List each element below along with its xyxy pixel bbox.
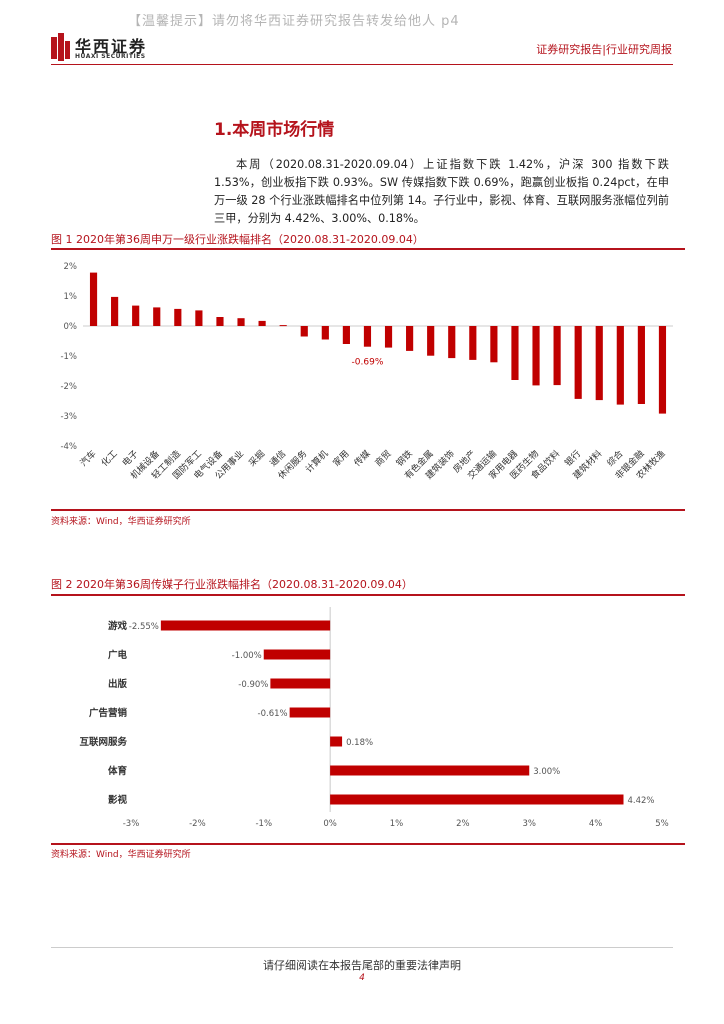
x-tick-label: 2% <box>456 819 470 829</box>
category-label: 影视 <box>108 794 128 806</box>
category-label: 传媒 <box>351 448 372 469</box>
y-tick-label: 0% <box>64 322 78 332</box>
media-subsector-chart: 游戏 -2.55% 广电 -1.00% 出版 -0.90% 广告营销 -0.61% 互联网服务 0… <box>79 607 669 829</box>
data-label: 3.00% <box>533 767 560 777</box>
bar <box>111 296 119 326</box>
footer-divider <box>51 947 673 948</box>
figure2-source: 资料来源：Wind，华西证券研究所 <box>51 850 191 860</box>
header-divider <box>51 64 673 65</box>
bar <box>384 326 393 348</box>
y-tick-label: -3% <box>60 412 77 422</box>
x-tick-label: 0% <box>323 819 337 829</box>
bar <box>532 326 540 386</box>
y-tick-label: -1% <box>60 352 77 362</box>
brand-name-en: HUAXI SECURITIES <box>75 53 146 60</box>
figure2-bottom-rule <box>51 843 685 845</box>
category-label: 游戏 <box>108 620 128 632</box>
y-tick-label: 2% <box>64 262 78 272</box>
y-tick-label: -2% <box>60 382 77 392</box>
figure1-source: 资料来源：Wind，华西证券研究所 <box>51 517 191 527</box>
bar <box>132 305 140 326</box>
bar <box>406 326 414 351</box>
category-label: 化工 <box>99 448 120 469</box>
report-type: 证券研究报告|行业研究周报 <box>536 43 672 56</box>
bar <box>616 326 624 405</box>
bar <box>553 326 561 386</box>
category-label: 家用 <box>330 448 351 469</box>
data-label: -1.00% <box>232 651 262 661</box>
x-tick-label: -2% <box>189 819 206 829</box>
bar <box>153 307 161 326</box>
data-label: -2.55% <box>129 622 159 632</box>
bar <box>427 326 435 356</box>
x-tick-label: -3% <box>123 819 140 829</box>
forward-notice: 【温馨提示】请勿将华西证券研究报告转发给他人 p4 <box>128 14 460 29</box>
bar <box>330 736 343 747</box>
bar <box>258 320 266 326</box>
bar <box>89 272 98 326</box>
huaxi-logo-icon <box>51 33 70 61</box>
bar <box>363 326 372 347</box>
bar <box>237 318 245 326</box>
industry-ranking-chart: 2%1%0%-1%-2%-3%-4%汽车 化工 电子机械设备轻工制造国防军工电气设备… <box>60 262 673 482</box>
bar <box>330 794 624 805</box>
bar <box>216 317 224 326</box>
data-label: -0.69% <box>352 358 384 368</box>
bar <box>195 310 203 326</box>
figure2-top-rule <box>51 594 685 596</box>
data-label: 0.18% <box>346 738 373 748</box>
bar <box>448 326 456 359</box>
bar <box>263 649 331 660</box>
market-summary-paragraph: 本周（2020.08.31-2020.09.04）上证指数下跌 1.42%，沪深… <box>214 158 669 225</box>
figure1-bottom-rule <box>51 509 685 511</box>
x-tick-label: 5% <box>655 819 669 829</box>
bar <box>300 326 308 337</box>
category-label: 广告营销 <box>89 707 128 719</box>
bar <box>270 678 331 689</box>
bar <box>321 326 329 340</box>
category-label: 商贸 <box>372 448 393 469</box>
data-label: -0.61% <box>258 709 288 719</box>
section-title: 1.本周市场行情 <box>214 120 335 140</box>
page-number: 4 <box>359 973 365 983</box>
category-label: 广电 <box>108 649 128 661</box>
category-label: 互联网服务 <box>79 736 127 748</box>
bar <box>330 765 530 776</box>
category-label: 计算机 <box>303 448 331 476</box>
figure1-title: 图 1 2020年第36周申万一级行业涨跌幅排名（2020.08.31-2020… <box>51 233 424 246</box>
x-tick-label: -1% <box>255 819 272 829</box>
bar <box>658 326 667 414</box>
legal-notice: 请仔细阅读在本报告尾部的重要法律声明 <box>263 959 461 972</box>
y-tick-label: -4% <box>60 442 77 452</box>
category-label: 汽车 <box>77 448 98 469</box>
figure1-top-rule <box>51 248 685 250</box>
bar <box>160 620 331 631</box>
data-label: 4.42% <box>628 796 655 806</box>
bar <box>342 326 350 344</box>
x-tick-label: 4% <box>589 819 603 829</box>
y-tick-label: 1% <box>64 292 78 302</box>
bar <box>595 326 603 401</box>
bar <box>279 325 287 327</box>
bar <box>289 707 331 718</box>
bar <box>469 326 477 360</box>
bar <box>637 326 645 404</box>
category-label: 出版 <box>108 678 128 690</box>
category-label: 体育 <box>108 765 128 777</box>
x-tick-label: 1% <box>390 819 404 829</box>
brand-name-cn: 华西证券 <box>75 37 148 56</box>
bar <box>490 326 498 363</box>
category-label: 采掘 <box>246 448 267 469</box>
x-tick-label: 3% <box>523 819 537 829</box>
bar <box>174 308 182 326</box>
bar <box>574 326 582 399</box>
bar <box>511 326 519 380</box>
data-label: -0.90% <box>238 680 268 690</box>
figure2-title: 图 2 2020年第36周传媒子行业涨跌幅排名（2020.08.31-2020.… <box>51 578 413 591</box>
